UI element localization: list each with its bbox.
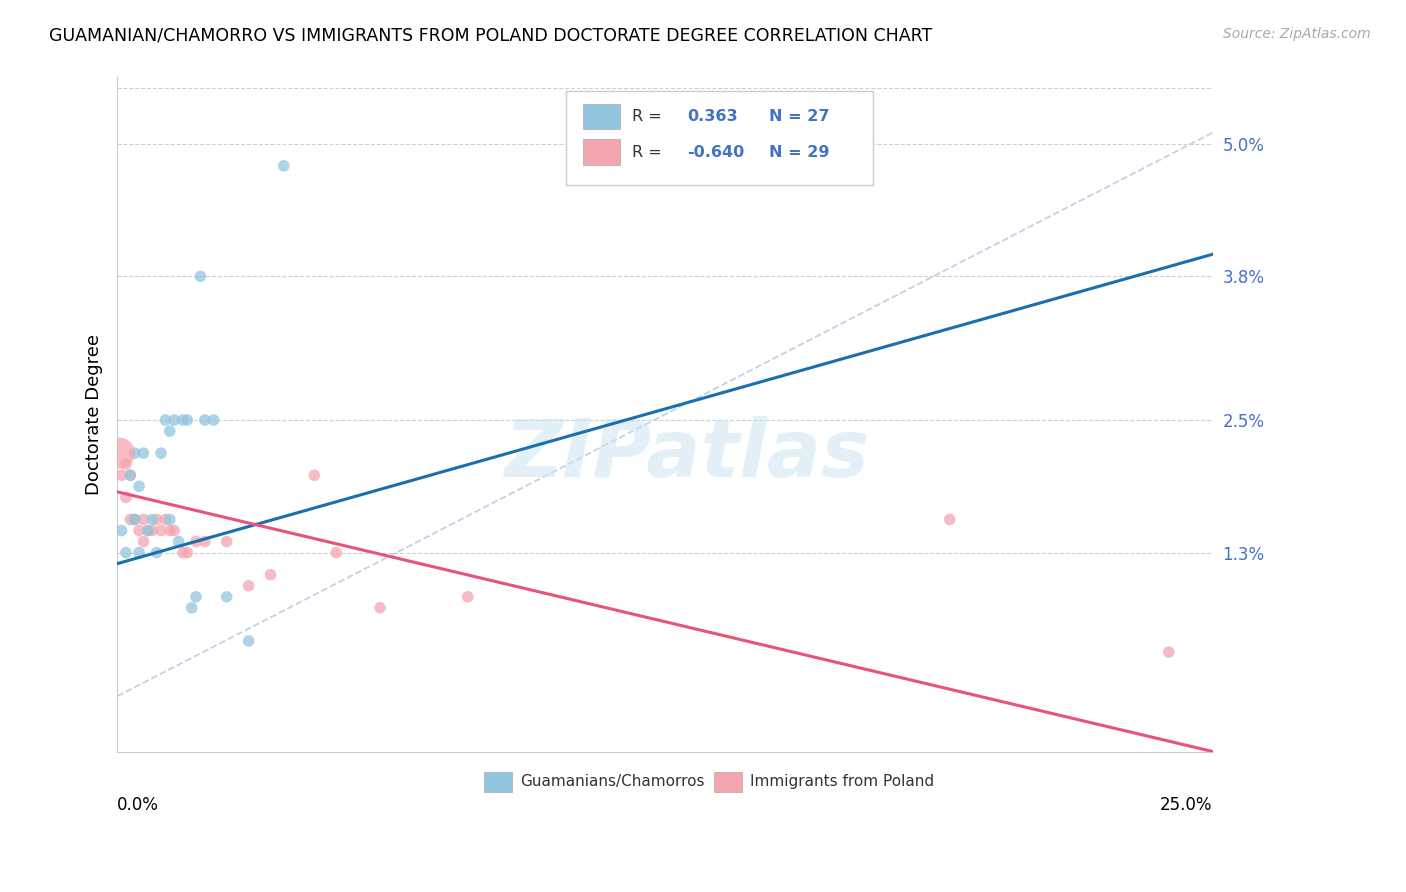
Text: GUAMANIAN/CHAMORRO VS IMMIGRANTS FROM POLAND DOCTORATE DEGREE CORRELATION CHART: GUAMANIAN/CHAMORRO VS IMMIGRANTS FROM PO… [49, 27, 932, 45]
Point [202, 413, 225, 427]
Point [325, 546, 347, 560]
Point [150, 446, 173, 460]
Point [304, 468, 326, 483]
Point [132, 512, 155, 526]
Text: Immigrants from Poland: Immigrants from Poland [751, 774, 935, 789]
Text: N = 27: N = 27 [769, 109, 830, 124]
Point [155, 413, 177, 427]
Text: 0.363: 0.363 [686, 109, 737, 124]
Point [172, 546, 194, 560]
Point [238, 634, 260, 648]
Point [163, 413, 186, 427]
Point [124, 446, 146, 460]
FancyBboxPatch shape [582, 139, 620, 165]
FancyBboxPatch shape [714, 772, 741, 792]
Point [128, 524, 150, 538]
Point [124, 512, 146, 526]
Text: -0.640: -0.640 [686, 145, 744, 160]
Point [159, 424, 181, 438]
Point [159, 512, 181, 526]
Point [132, 446, 155, 460]
Point [128, 546, 150, 560]
Point [145, 546, 167, 560]
Point [110, 468, 132, 483]
Point [136, 524, 159, 538]
Text: Guamanians/Chamorros: Guamanians/Chamorros [520, 774, 704, 789]
Point [110, 524, 132, 538]
Point [163, 524, 186, 538]
Point [238, 579, 260, 593]
Point [120, 468, 142, 483]
Point [150, 524, 173, 538]
Point [120, 512, 142, 526]
Point [273, 159, 295, 173]
Text: R =: R = [633, 145, 662, 160]
FancyBboxPatch shape [582, 103, 620, 129]
Point [457, 590, 479, 604]
Point [190, 269, 212, 284]
Point [145, 512, 167, 526]
Y-axis label: Doctorate Degree: Doctorate Degree [86, 334, 103, 495]
Text: Source: ZipAtlas.com: Source: ZipAtlas.com [1223, 27, 1371, 41]
Point [167, 534, 190, 549]
Point [128, 479, 150, 493]
Point [215, 590, 238, 604]
Point [108, 446, 131, 460]
Point [115, 546, 138, 560]
Text: 25.0%: 25.0% [1160, 796, 1212, 814]
Point [155, 512, 177, 526]
Point [184, 534, 207, 549]
Point [1157, 645, 1180, 659]
Point [172, 413, 194, 427]
Point [194, 413, 217, 427]
Text: R =: R = [633, 109, 662, 124]
Point [115, 457, 138, 471]
Point [368, 600, 391, 615]
Point [141, 512, 163, 526]
Point [136, 524, 159, 538]
Point [194, 534, 217, 549]
Point [176, 413, 198, 427]
Point [115, 491, 138, 505]
Point [132, 534, 155, 549]
FancyBboxPatch shape [484, 772, 512, 792]
Text: ZIPatlas: ZIPatlas [505, 416, 869, 494]
Point [124, 512, 146, 526]
Text: 0.0%: 0.0% [117, 796, 159, 814]
FancyBboxPatch shape [567, 91, 873, 186]
Point [159, 524, 181, 538]
Point [141, 524, 163, 538]
Point [180, 600, 202, 615]
Point [938, 512, 960, 526]
Point [120, 468, 142, 483]
Point [215, 534, 238, 549]
Text: N = 29: N = 29 [769, 145, 830, 160]
Point [184, 590, 207, 604]
Point [176, 546, 198, 560]
Point [259, 567, 281, 582]
